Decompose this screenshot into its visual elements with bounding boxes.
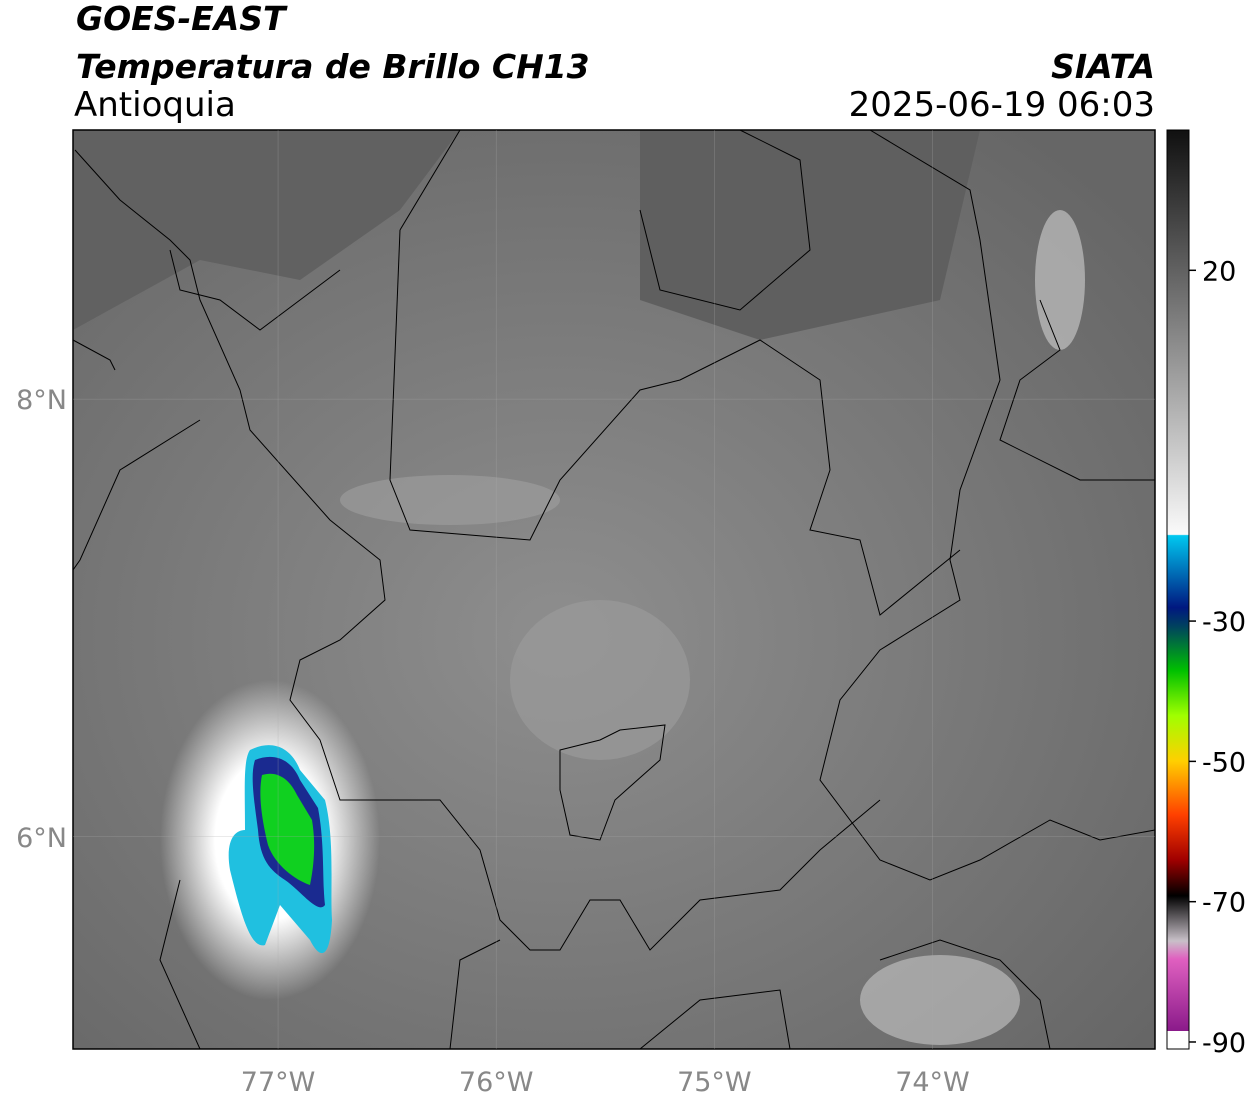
x-tick-label: 74°W bbox=[895, 1067, 970, 1098]
colorbar-tick-label: 20 bbox=[1202, 256, 1236, 287]
map-image bbox=[73, 130, 1155, 1049]
y-tick-label: 8°N bbox=[16, 385, 67, 416]
datetime: 2025-06-19 06:03 bbox=[849, 85, 1155, 125]
subtitle: Temperatura de Brillo CH13 bbox=[76, 47, 590, 86]
title: GOES-EAST bbox=[76, 0, 288, 38]
x-tick-label: 75°W bbox=[677, 1067, 752, 1098]
colorbar-under bbox=[1167, 1031, 1189, 1049]
colorbar-tick-label: -90 bbox=[1202, 1028, 1246, 1059]
colorbar-tick-label: -30 bbox=[1202, 607, 1246, 638]
x-tick-label: 76°W bbox=[459, 1067, 534, 1098]
colorbar-tick-label: -70 bbox=[1202, 888, 1246, 919]
source: SIATA bbox=[1051, 47, 1155, 86]
region: Antioquia bbox=[74, 85, 236, 125]
colorbar bbox=[1167, 130, 1189, 1031]
colorbar-frame bbox=[1166, 129, 1190, 1050]
y-tick-label: 6°N bbox=[16, 823, 67, 854]
x-tick-label: 77°W bbox=[241, 1067, 316, 1098]
colorbar-tick-label: -50 bbox=[1202, 747, 1246, 778]
map-frame bbox=[72, 129, 1156, 1050]
